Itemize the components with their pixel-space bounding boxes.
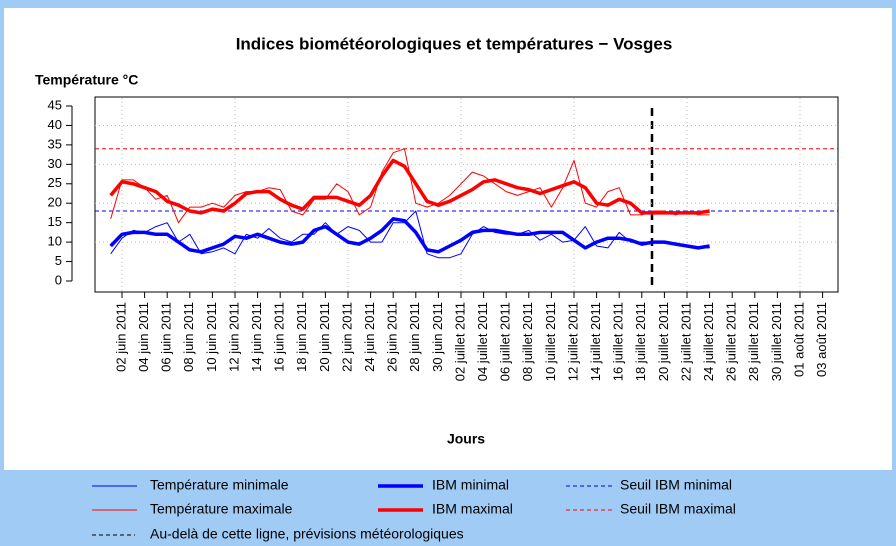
x-tick-label: 28 juin 2011 bbox=[407, 302, 422, 372]
y-tick-label: 25 bbox=[48, 175, 62, 190]
x-tick-label: 08 juillet 2011 bbox=[520, 302, 535, 381]
y-tick-label: 15 bbox=[48, 214, 62, 229]
x-tick-label: 02 juillet 2011 bbox=[452, 302, 467, 381]
panel bbox=[4, 8, 892, 470]
x-tick-label: 12 juin 2011 bbox=[226, 302, 241, 372]
y-tick-label: 45 bbox=[48, 97, 62, 112]
x-tick-label: 08 juin 2011 bbox=[181, 302, 196, 372]
x-tick-label: 14 juillet 2011 bbox=[588, 302, 603, 381]
x-tick-label: 26 juillet 2011 bbox=[724, 302, 739, 381]
x-tick-label: 30 juin 2011 bbox=[430, 302, 445, 372]
y-tick-label: 30 bbox=[48, 156, 62, 171]
x-tick-label: 18 juin 2011 bbox=[294, 302, 309, 372]
x-tick-label: 30 juillet 2011 bbox=[769, 302, 784, 381]
x-tick-label: 28 juillet 2011 bbox=[746, 302, 761, 381]
series-line bbox=[110, 210, 710, 259]
y-tick-label: 40 bbox=[48, 117, 62, 132]
x-tick-label: 01 août 2011 bbox=[791, 302, 806, 377]
x-axis-label: Jours bbox=[447, 431, 485, 447]
x-tick-label: 22 juillet 2011 bbox=[678, 302, 693, 381]
y-tick-label: 20 bbox=[48, 195, 62, 210]
legend-label: Seuil IBM minimal bbox=[620, 477, 732, 493]
series-line bbox=[109, 158, 710, 215]
x-tick-label: 16 juin 2011 bbox=[272, 302, 287, 372]
x-tick-label: 20 juillet 2011 bbox=[656, 302, 671, 381]
x-tick-label: 06 juillet 2011 bbox=[498, 302, 513, 381]
legend-label: IBM minimal bbox=[432, 477, 509, 493]
x-tick-label: 02 juin 2011 bbox=[113, 302, 128, 372]
legend-label: Seuil IBM maximal bbox=[620, 501, 736, 517]
x-tick-label: 18 juillet 2011 bbox=[633, 302, 648, 381]
x-tick-label: 03 août 2011 bbox=[814, 302, 829, 377]
x-tick-label: 26 juin 2011 bbox=[385, 302, 400, 372]
x-tick-label: 20 juin 2011 bbox=[317, 302, 332, 372]
x-tick-label: 10 juillet 2011 bbox=[543, 302, 558, 381]
legend-label: Température minimale bbox=[150, 477, 289, 493]
y-tick-label: 35 bbox=[48, 136, 62, 151]
series-line bbox=[109, 217, 710, 254]
x-tick-label: 10 juin 2011 bbox=[204, 302, 219, 372]
chart-title: Indices biométéorologiques et températur… bbox=[236, 34, 673, 53]
x-tick-label: 22 juin 2011 bbox=[339, 302, 354, 372]
x-tick-label: 24 juin 2011 bbox=[362, 302, 377, 372]
x-tick-label: 04 juin 2011 bbox=[136, 302, 151, 372]
legend-label: Au-delà de cette ligne, prévisions météo… bbox=[150, 526, 464, 542]
y-tick-label: 0 bbox=[55, 272, 62, 287]
y-axis-label: Température °C bbox=[35, 72, 138, 88]
x-tick-label: 06 juin 2011 bbox=[159, 302, 174, 372]
x-tick-label: 16 juillet 2011 bbox=[611, 302, 626, 381]
x-tick-label: 12 juillet 2011 bbox=[565, 302, 580, 381]
legend-label: IBM maximal bbox=[432, 501, 513, 517]
y-tick-label: 10 bbox=[48, 234, 62, 249]
x-tick-label: 24 juillet 2011 bbox=[701, 302, 716, 381]
x-tick-label: 04 juillet 2011 bbox=[475, 302, 490, 381]
x-tick-label: 14 juin 2011 bbox=[249, 302, 264, 372]
y-tick-label: 5 bbox=[55, 253, 62, 268]
legend-label: Température maximale bbox=[150, 501, 293, 517]
